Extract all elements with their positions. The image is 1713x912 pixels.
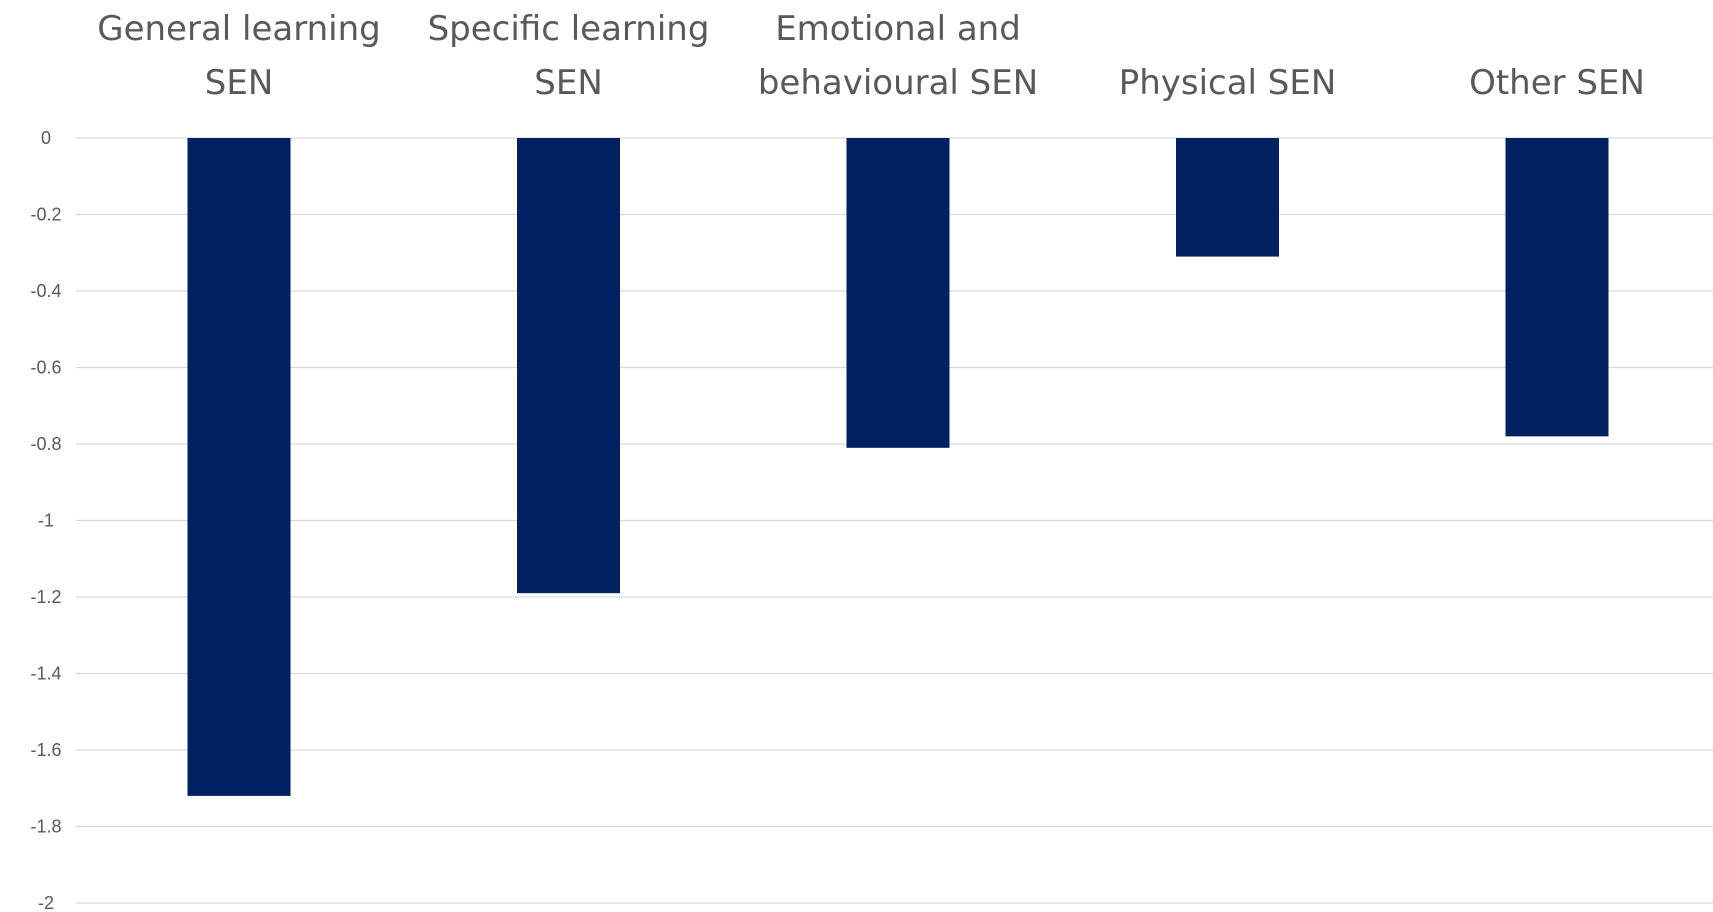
bar — [517, 138, 620, 594]
category-label: Specific learning — [428, 9, 710, 49]
y-tick-label: -0.6 — [30, 358, 61, 378]
y-axis-ticks: 0 -0.2 -0.4 -0.6 -0.8 -1 -1.2 -1.4 -1.6 -1.8 -2 — [30, 128, 61, 912]
y-tick-label: -2 — [38, 893, 54, 912]
bar — [1505, 138, 1609, 437]
category-label: General learning — [97, 9, 381, 49]
y-tick-label: -0.8 — [30, 434, 61, 454]
category-labels: General learning SEN Specific learning SEN E… — [97, 9, 1645, 103]
category-label: SEN — [205, 63, 274, 103]
bars — [187, 138, 1609, 796]
y-tick-label: -1.6 — [30, 740, 61, 760]
category-label: Other SEN — [1469, 63, 1645, 103]
y-tick-label: -1 — [38, 511, 54, 531]
category-label: SEN — [534, 63, 603, 103]
bar — [846, 138, 950, 448]
category-label: Physical SEN — [1119, 63, 1337, 103]
y-tick-label: -0.4 — [30, 281, 61, 301]
y-tick-label: -1.2 — [30, 587, 61, 607]
y-tick-label: -0.2 — [30, 205, 61, 225]
y-tick-label: 0 — [41, 128, 51, 148]
category-label: Emotional and — [775, 9, 1021, 49]
bar — [187, 138, 291, 796]
bar — [1176, 138, 1279, 257]
y-tick-label: -1.8 — [30, 817, 61, 837]
category-label: behavioural SEN — [758, 63, 1038, 103]
y-tick-label: -1.4 — [30, 664, 61, 684]
